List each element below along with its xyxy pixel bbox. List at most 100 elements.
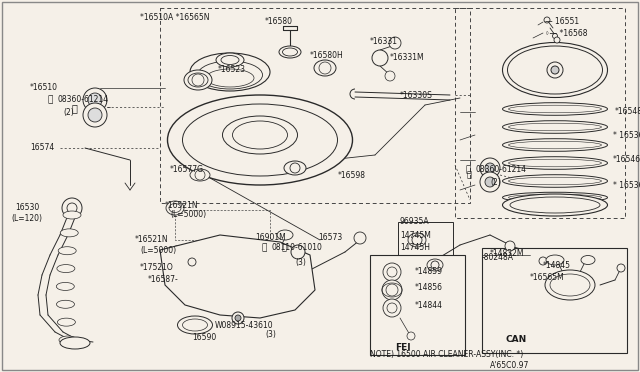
Ellipse shape	[169, 203, 181, 212]
Circle shape	[480, 172, 500, 192]
Ellipse shape	[58, 318, 76, 326]
Ellipse shape	[190, 53, 270, 91]
Ellipse shape	[510, 197, 600, 213]
Bar	[398, 222, 453, 282]
Ellipse shape	[427, 259, 443, 271]
Text: 08360-61214: 08360-61214	[476, 166, 527, 174]
Circle shape	[192, 74, 204, 86]
Circle shape	[552, 33, 557, 38]
Text: 14745M: 14745M	[400, 231, 431, 240]
Text: * 16536: * 16536	[613, 180, 640, 189]
Circle shape	[387, 303, 397, 313]
Text: A'65C0.97: A'65C0.97	[490, 360, 529, 369]
Ellipse shape	[502, 175, 607, 187]
Ellipse shape	[60, 229, 78, 237]
Circle shape	[235, 315, 241, 321]
Circle shape	[539, 257, 547, 265]
Circle shape	[385, 71, 395, 81]
Text: (2): (2)	[490, 177, 500, 186]
Text: NOTE) 16500 AIR CLEANER-ASSY(INC. *): NOTE) 16500 AIR CLEANER-ASSY(INC. *)	[370, 350, 524, 359]
Text: Ⓓ: Ⓓ	[282, 244, 287, 253]
Text: *14832M: *14832M	[490, 248, 525, 257]
Ellipse shape	[182, 104, 337, 176]
Ellipse shape	[284, 161, 306, 175]
Circle shape	[291, 245, 305, 259]
Ellipse shape	[56, 300, 74, 308]
Text: *16548: *16548	[615, 108, 640, 116]
Ellipse shape	[277, 230, 293, 240]
Text: *16331M: *16331M	[390, 54, 424, 62]
Circle shape	[412, 235, 422, 245]
Text: -80248A: -80248A	[482, 253, 514, 263]
Text: (3): (3)	[265, 330, 276, 340]
Text: 16574: 16574	[30, 144, 54, 153]
Ellipse shape	[279, 46, 301, 58]
Text: (L=5000): (L=5000)	[140, 246, 176, 254]
Circle shape	[554, 37, 560, 43]
Circle shape	[431, 261, 439, 269]
Text: *16510A *16565N: *16510A *16565N	[140, 13, 209, 22]
Ellipse shape	[59, 336, 77, 344]
Circle shape	[505, 241, 515, 251]
Ellipse shape	[216, 53, 244, 67]
Text: 16573: 16573	[318, 234, 342, 243]
Text: Ⓝ: Ⓝ	[466, 166, 472, 174]
Text: *16521N: *16521N	[135, 235, 168, 244]
Ellipse shape	[198, 61, 262, 89]
Ellipse shape	[282, 48, 298, 56]
Text: *16565M: *16565M	[530, 273, 564, 282]
Ellipse shape	[206, 69, 254, 87]
Bar	[160, 8, 470, 203]
Text: *14859: *14859	[415, 267, 443, 276]
Circle shape	[67, 203, 77, 213]
Polygon shape	[160, 235, 315, 318]
Bar	[175, 210, 270, 240]
Circle shape	[383, 299, 401, 317]
Ellipse shape	[57, 264, 75, 273]
Ellipse shape	[168, 95, 353, 185]
Ellipse shape	[545, 270, 595, 300]
Text: *16580H: *16580H	[310, 51, 344, 60]
Text: *16587-: *16587-	[148, 276, 179, 285]
Circle shape	[319, 62, 331, 74]
Circle shape	[551, 66, 559, 74]
Text: 16590: 16590	[192, 333, 216, 341]
Text: Ⓝ: Ⓝ	[467, 170, 472, 180]
Text: *16546: *16546	[613, 155, 640, 164]
Text: — 16551: — 16551	[545, 17, 579, 26]
Circle shape	[188, 258, 196, 266]
Circle shape	[407, 332, 415, 340]
Text: FEI: FEI	[395, 343, 411, 353]
Ellipse shape	[502, 157, 607, 169]
Ellipse shape	[408, 233, 426, 247]
Ellipse shape	[502, 139, 607, 151]
Ellipse shape	[546, 255, 564, 265]
Ellipse shape	[177, 316, 212, 334]
Ellipse shape	[56, 282, 74, 291]
Circle shape	[544, 17, 550, 23]
Ellipse shape	[502, 194, 607, 216]
Text: *16330S: *16330S	[400, 90, 433, 99]
Ellipse shape	[502, 192, 607, 203]
Ellipse shape	[221, 55, 239, 64]
Text: 08110-61010: 08110-61010	[271, 244, 322, 253]
Text: *16577G: *16577G	[170, 166, 204, 174]
Circle shape	[485, 177, 495, 187]
Circle shape	[547, 62, 563, 78]
Circle shape	[382, 280, 402, 300]
Text: 96935A: 96935A	[400, 218, 429, 227]
Circle shape	[290, 163, 300, 173]
Text: 16901M: 16901M	[255, 234, 285, 243]
Text: 14745H: 14745H	[400, 244, 430, 253]
Circle shape	[83, 88, 107, 112]
Ellipse shape	[223, 116, 298, 154]
Text: *16521N: *16521N	[165, 201, 198, 209]
Circle shape	[387, 267, 397, 277]
Text: (L=120): (L=120)	[11, 214, 42, 222]
Ellipse shape	[58, 247, 76, 255]
Ellipse shape	[508, 46, 602, 94]
Circle shape	[485, 163, 495, 173]
Text: CAN: CAN	[506, 336, 527, 344]
Ellipse shape	[63, 211, 81, 219]
Text: *17521O: *17521O	[140, 263, 173, 273]
